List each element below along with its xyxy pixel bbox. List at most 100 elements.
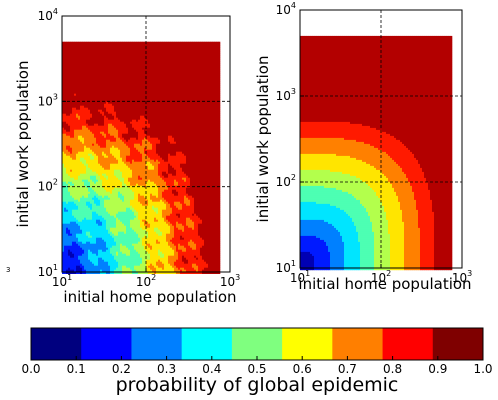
heatmap-cell <box>82 101 85 104</box>
heatmap-cell <box>144 243 147 246</box>
heatmap-cell <box>82 145 85 148</box>
heatmap-cell <box>90 97 93 100</box>
heatmap-cell <box>126 151 129 154</box>
heatmap-cell <box>64 107 67 110</box>
heatmap-cell <box>116 195 119 198</box>
heatmap-cell <box>102 45 105 48</box>
heatmap-cell <box>120 259 123 262</box>
heatmap-cell <box>74 121 77 124</box>
heatmap-cell <box>142 269 145 272</box>
heatmap-cell <box>102 201 105 204</box>
heatmap-cell <box>112 219 115 222</box>
heatmap-cell <box>116 179 119 182</box>
heatmap-cell <box>84 43 87 46</box>
heatmap-cell <box>116 203 119 206</box>
heatmap-cell <box>94 97 97 100</box>
heatmap-cell <box>134 71 137 74</box>
heatmap-cell <box>114 221 117 224</box>
heatmap-cell <box>68 175 71 178</box>
heatmap-cell <box>74 137 77 140</box>
heatmap-cell <box>88 61 91 64</box>
heatmap-cell <box>126 241 129 244</box>
heatmap-cell <box>134 91 137 94</box>
heatmap-cell <box>120 241 123 244</box>
heatmap-cell <box>146 55 149 58</box>
heatmap-cell <box>140 185 143 188</box>
heatmap-cell <box>146 137 149 140</box>
heatmap-cell <box>144 45 147 48</box>
heatmap-cell <box>76 117 79 120</box>
heatmap-cell <box>102 205 105 208</box>
heatmap-cell <box>114 137 117 140</box>
heatmap-cell <box>84 207 87 210</box>
heatmap-cell <box>132 41 135 44</box>
heatmap-cell <box>102 129 105 132</box>
heatmap-cell <box>134 101 137 104</box>
heatmap-cell <box>100 187 103 190</box>
heatmap-cell <box>100 65 103 68</box>
heatmap-cell <box>100 207 103 210</box>
heatmap-cell <box>74 41 77 44</box>
heatmap-cell <box>140 149 143 152</box>
heatmap-cell <box>114 67 117 70</box>
heatmap-cell <box>118 135 121 138</box>
heatmap-cell <box>122 67 125 70</box>
heatmap-cell <box>96 177 99 180</box>
heatmap-cell <box>86 237 89 240</box>
heatmap-cell <box>128 63 131 66</box>
heatmap-cell <box>72 97 75 100</box>
heatmap-cell <box>110 115 113 118</box>
heatmap-cell <box>74 209 77 212</box>
heatmap-cell <box>92 85 95 88</box>
heatmap-cell <box>142 121 145 124</box>
heatmap-cell <box>108 241 111 244</box>
heatmap-cell <box>110 57 113 60</box>
heatmap-cell <box>134 221 137 224</box>
heatmap-cell <box>76 169 79 172</box>
heatmap-cell <box>72 73 75 76</box>
heatmap-cell <box>114 207 117 210</box>
heatmap-cell <box>86 101 89 104</box>
heatmap-cell <box>92 49 95 52</box>
heatmap-cell <box>108 167 111 170</box>
heatmap-cell <box>80 203 83 206</box>
heatmap-cell <box>146 67 149 70</box>
heatmap-cell <box>126 233 129 236</box>
heatmap-cell <box>96 49 99 52</box>
heatmap-cell <box>136 79 139 82</box>
heatmap-cell <box>132 77 135 80</box>
heatmap-cell <box>138 97 141 100</box>
heatmap-cell <box>80 155 83 158</box>
heatmap-cell <box>116 49 119 52</box>
heatmap-cell <box>136 77 139 80</box>
heatmap-cell <box>134 231 137 234</box>
heatmap-cell <box>140 223 143 226</box>
heatmap-cell <box>124 195 127 198</box>
heatmap-cell <box>92 269 95 272</box>
heatmap-cell <box>110 79 113 82</box>
heatmap-cell <box>128 197 131 200</box>
heatmap-cell <box>76 267 79 270</box>
heatmap-cell <box>88 139 91 142</box>
heatmap-cell <box>104 129 107 132</box>
heatmap-cell <box>98 229 101 232</box>
heatmap-cell <box>94 175 97 178</box>
heatmap-cell <box>66 267 69 270</box>
heatmap-cell <box>144 197 147 200</box>
heatmap-cell <box>72 159 75 162</box>
heatmap-cell <box>110 129 113 132</box>
heatmap-cell <box>74 265 77 268</box>
heatmap-cell <box>104 241 107 244</box>
heatmap-cell <box>66 209 69 212</box>
heatmap-cell <box>126 79 129 82</box>
heatmap-cell <box>142 115 145 118</box>
heatmap-cell <box>142 217 145 220</box>
heatmap-cell <box>82 133 85 136</box>
heatmap-cell <box>90 269 93 272</box>
heatmap-cell <box>128 165 131 168</box>
heatmap-cell <box>128 77 131 80</box>
heatmap-cell <box>124 153 127 156</box>
heatmap-cell <box>112 231 115 234</box>
heatmap-cell <box>112 89 115 92</box>
heatmap-cell <box>130 119 133 122</box>
